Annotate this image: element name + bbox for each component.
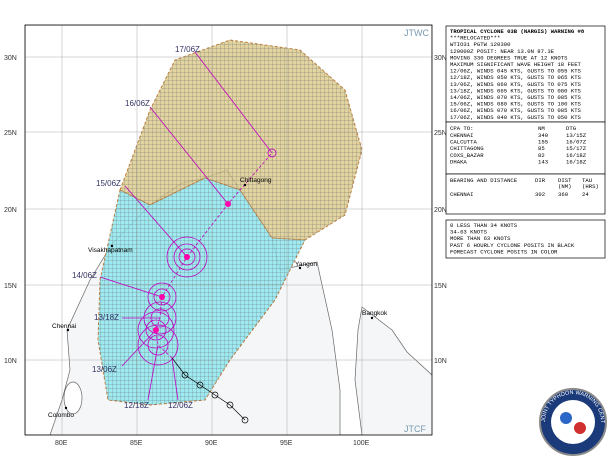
warning-line: 12/06Z, WINDS 045 KTS, GUSTS TO 055 KTS	[450, 68, 582, 75]
cpa-cell: COXS_BAZAR	[450, 152, 484, 159]
lat-label: 20N	[4, 207, 17, 214]
forecast-points	[153, 201, 231, 333]
lat-label: 20N	[434, 207, 447, 214]
cpa-cell: CHITTAGONG	[450, 145, 484, 152]
forecast-labels: 17/06Z 16/06Z 15/06Z 14/06Z 13/18Z 13/06…	[72, 45, 200, 410]
warning-line: TROPICAL CYCLONE 03B (NARGIS) WARNING #8	[450, 28, 585, 35]
cpa-header: CPA TO:	[450, 125, 474, 132]
cpa-cell: 143	[538, 158, 548, 165]
warning-line: 13/18Z, WINDS 065 KTS, GUSTS TO 080 KTS	[450, 87, 582, 94]
axis-labels: 30N 25N 20N 15N 10N 30N 25N 20N 15N 10N …	[4, 55, 447, 447]
cpa-cell: 15/17Z	[566, 145, 587, 152]
lon-label: 85E	[130, 440, 143, 447]
city-dots	[64, 183, 374, 410]
legend-box	[445, 219, 606, 259]
cpa-cell: 155	[538, 139, 548, 146]
city: Visakhapatnam	[88, 247, 133, 254]
cpa-header: DTG	[566, 125, 577, 132]
bearing-cell: 360	[558, 191, 569, 198]
legend-line: 0 LESS THAN 34 KNOTS	[450, 222, 518, 229]
past-track	[171, 357, 249, 424]
lat-label: 25N	[4, 130, 17, 137]
map-frame	[24, 24, 433, 436]
warning-line: MAXIMUM SIGNIFICANT WAVE HEIGHT 18 FEET	[450, 61, 582, 68]
warning-line: 17/06Z, WINDS 040 KTS, GUSTS TO 050 KTS	[450, 114, 582, 121]
forecast-label: 14/06Z	[72, 271, 97, 280]
cpa-cell: 16/18Z	[566, 152, 587, 159]
forecast-label: 17/06Z	[175, 45, 200, 54]
cpa-cell: 13/15Z	[566, 132, 587, 139]
lat-label: 10N	[434, 358, 447, 365]
warning-line: WTIO31 PGTW 120300	[450, 41, 511, 48]
bearing-header: DIST	[558, 177, 572, 184]
warning-line: 14/06Z, WINDS 070 KTS, GUSTS TO 085 KTS	[450, 94, 582, 101]
cpa-cell: DHAKA	[450, 158, 467, 165]
lat-label: 25N	[434, 130, 447, 137]
bearing-header: TAU	[582, 177, 592, 184]
sri-lanka	[63, 381, 83, 415]
graticule	[25, 25, 432, 435]
warning-line: ***RELOCATED***	[450, 35, 500, 42]
cpa-cell: 85	[538, 145, 545, 152]
lat-label: 10N	[4, 358, 17, 365]
city: Bangkok	[362, 310, 388, 317]
city: Chittagong	[240, 177, 272, 184]
lat-label: 15N	[434, 283, 447, 290]
forecast-label: 12/06Z	[168, 401, 193, 410]
city: Colombo	[48, 412, 74, 419]
cpa-cell: 16/07Z	[566, 139, 587, 146]
legend-line: MORE THAN 63 KNOTS	[450, 235, 511, 242]
lon-label: 95E	[280, 440, 293, 447]
agency: JTWC	[404, 28, 429, 38]
cpa-cell: CHENNAI	[450, 132, 474, 139]
bearing-unit: (HRS)	[582, 183, 599, 190]
lon-label: 90E	[205, 440, 218, 447]
warning-line: 120000Z POSIT: NEAR 13.0N 87.3E	[450, 48, 555, 55]
forecast-label: 12/18Z	[124, 401, 149, 410]
source: JTCF	[404, 424, 426, 434]
cpa-cell: 349	[538, 132, 548, 139]
bearing-header: BEARING AND DISTANCE	[450, 177, 518, 184]
warning-line: 16/06Z, WINDS 070 KTS, GUSTS TO 085 KTS	[450, 107, 582, 114]
track	[99, 51, 277, 401]
bearing-cell: 302	[535, 191, 545, 198]
bearing-cell: 24	[582, 191, 589, 198]
bearing-header: DIR	[535, 177, 546, 184]
cpa-cell: CALCUTTA	[450, 139, 477, 146]
lat-label: 30N	[434, 55, 447, 62]
legend-line: PAST 6 HOURLY CYCLONE POSITS IN BLACK	[450, 242, 575, 249]
warning-box	[445, 25, 606, 123]
forecast-label: 13/06Z	[92, 365, 117, 374]
cpa-header: NM	[538, 125, 545, 132]
bearing-box	[445, 173, 606, 215]
legend-line: FORECAST CYCLONE POSITS IN COLOR	[450, 248, 558, 255]
city: Chennai	[52, 323, 76, 330]
city: Yangon	[295, 261, 317, 268]
warning-line: MOVING 330 DEGREES TRUE AT 12 KNOTS	[450, 54, 568, 61]
lon-label: 80E	[55, 440, 68, 447]
warning-line: 12/18Z, WINDS 050 KTS, GUSTS TO 065 KTS	[450, 74, 582, 81]
lat-label: 30N	[4, 55, 17, 62]
cpa-cell: 82	[538, 152, 545, 159]
lat-label: 15N	[4, 283, 17, 290]
bearing-cell: CHENNAI	[450, 191, 474, 198]
legend-line: 34-63 KNOTS	[450, 229, 488, 236]
warning-text: TROPICAL CYCLONE 03B (NARGIS) WARNING #8…	[450, 28, 599, 255]
bearing-unit: (NM)	[558, 183, 571, 190]
map: Chittagong Visakhapatnam Chennai Colombo…	[25, 25, 432, 435]
cpa-cell: 16/18Z	[566, 158, 587, 165]
forecast-label: 15/06Z	[96, 179, 121, 188]
forecast-label: 13/18Z	[94, 313, 119, 322]
warning-line: 15/06Z, WINDS 080 KTS, GUSTS TO 100 KTS	[450, 101, 582, 108]
forecast-label: 16/06Z	[125, 99, 150, 108]
warning-line: 13/06Z, WINDS 060 KTS, GUSTS TO 075 KTS	[450, 81, 582, 88]
lon-label: 100E	[353, 440, 370, 447]
